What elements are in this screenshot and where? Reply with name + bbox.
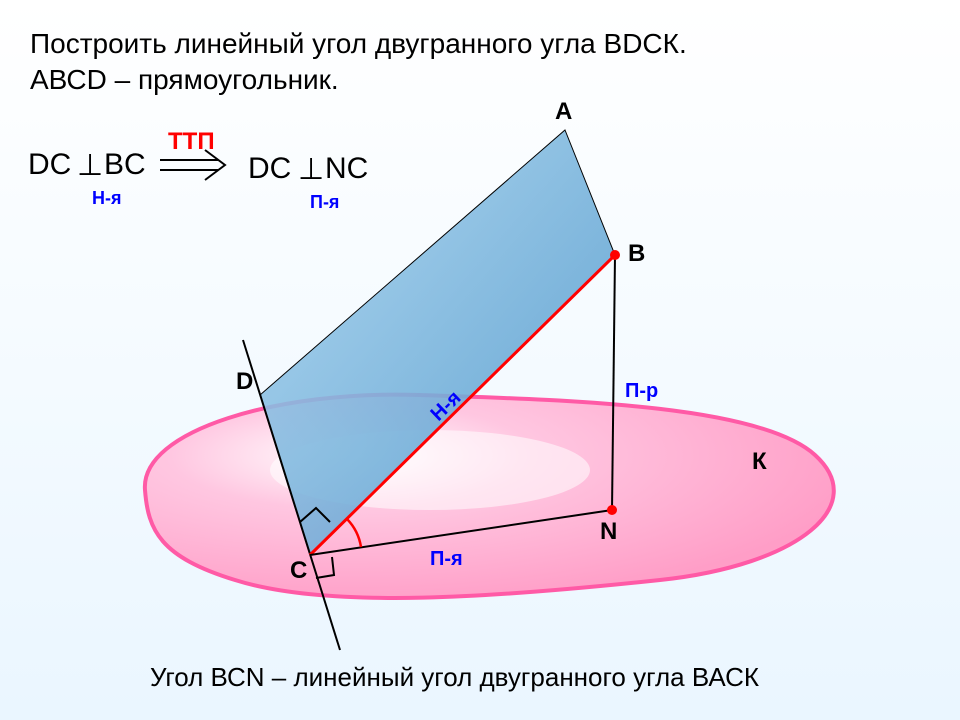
- geometry-figure: [0, 0, 960, 720]
- edge-label-pr: П-р: [625, 380, 658, 403]
- label-b: В: [628, 240, 645, 268]
- label-c: С: [290, 557, 307, 585]
- slide-stage: Построить линейный угол двугранного угла…: [0, 0, 960, 720]
- point-b-dot: [610, 250, 620, 260]
- conclusion-text: Угол ВСN – линейный угол двугранного угл…: [150, 662, 759, 693]
- point-n-dot: [607, 505, 617, 515]
- label-a: А: [555, 98, 572, 126]
- label-n: N: [600, 518, 617, 546]
- label-k: К: [752, 448, 767, 476]
- edge-label-pya: П-я: [430, 548, 463, 571]
- label-d: D: [236, 368, 253, 396]
